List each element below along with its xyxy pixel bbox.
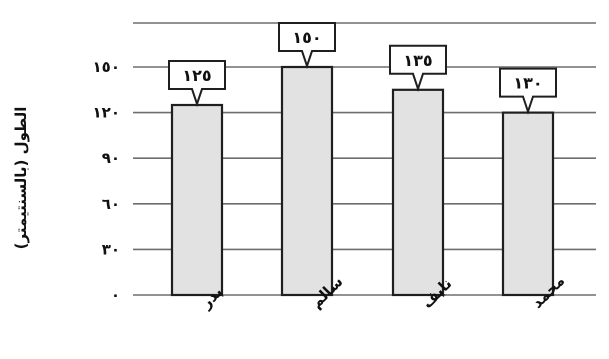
data-labels: ١٢٥ ١٥٠ ١٣٥ ١٣٠ bbox=[168, 22, 557, 115]
data-label-callout bbox=[278, 22, 336, 70]
data-label-text: ١٣٥ bbox=[403, 51, 432, 70]
y-axis-label: الطول (بالسنتيمتر) bbox=[12, 107, 30, 250]
bar bbox=[501, 111, 555, 297]
data-label: ١٥٠ bbox=[278, 22, 336, 70]
y-tick-label: ٣٠ bbox=[102, 240, 120, 258]
data-label-callout bbox=[389, 44, 447, 92]
y-tick-label: ١٢٠ bbox=[93, 104, 120, 122]
bar bbox=[280, 65, 334, 297]
bars bbox=[170, 65, 555, 297]
data-label-text: ١٢٥ bbox=[182, 66, 211, 85]
data-label: ١٣٠ bbox=[499, 67, 557, 115]
y-tick-label: ٩٠ bbox=[102, 149, 120, 167]
bar bbox=[391, 88, 445, 297]
data-label-callout bbox=[499, 67, 557, 115]
y-tick-label: ٠ bbox=[111, 286, 120, 304]
data-label: ١٢٥ bbox=[168, 60, 226, 108]
y-axis-ticks: ٠ ٣٠ ٦٠ ٩٠ ١٢٠ ١٥٠ bbox=[93, 58, 120, 304]
data-label: ١٣٥ bbox=[389, 44, 447, 92]
y-tick-label: ١٥٠ bbox=[93, 58, 120, 76]
data-label-text: ١٥٠ bbox=[292, 28, 321, 47]
y-tick-label: ٦٠ bbox=[102, 195, 120, 213]
data-label-callout bbox=[168, 60, 226, 108]
bar bbox=[170, 103, 224, 297]
data-label-text: ١٣٠ bbox=[513, 74, 542, 93]
